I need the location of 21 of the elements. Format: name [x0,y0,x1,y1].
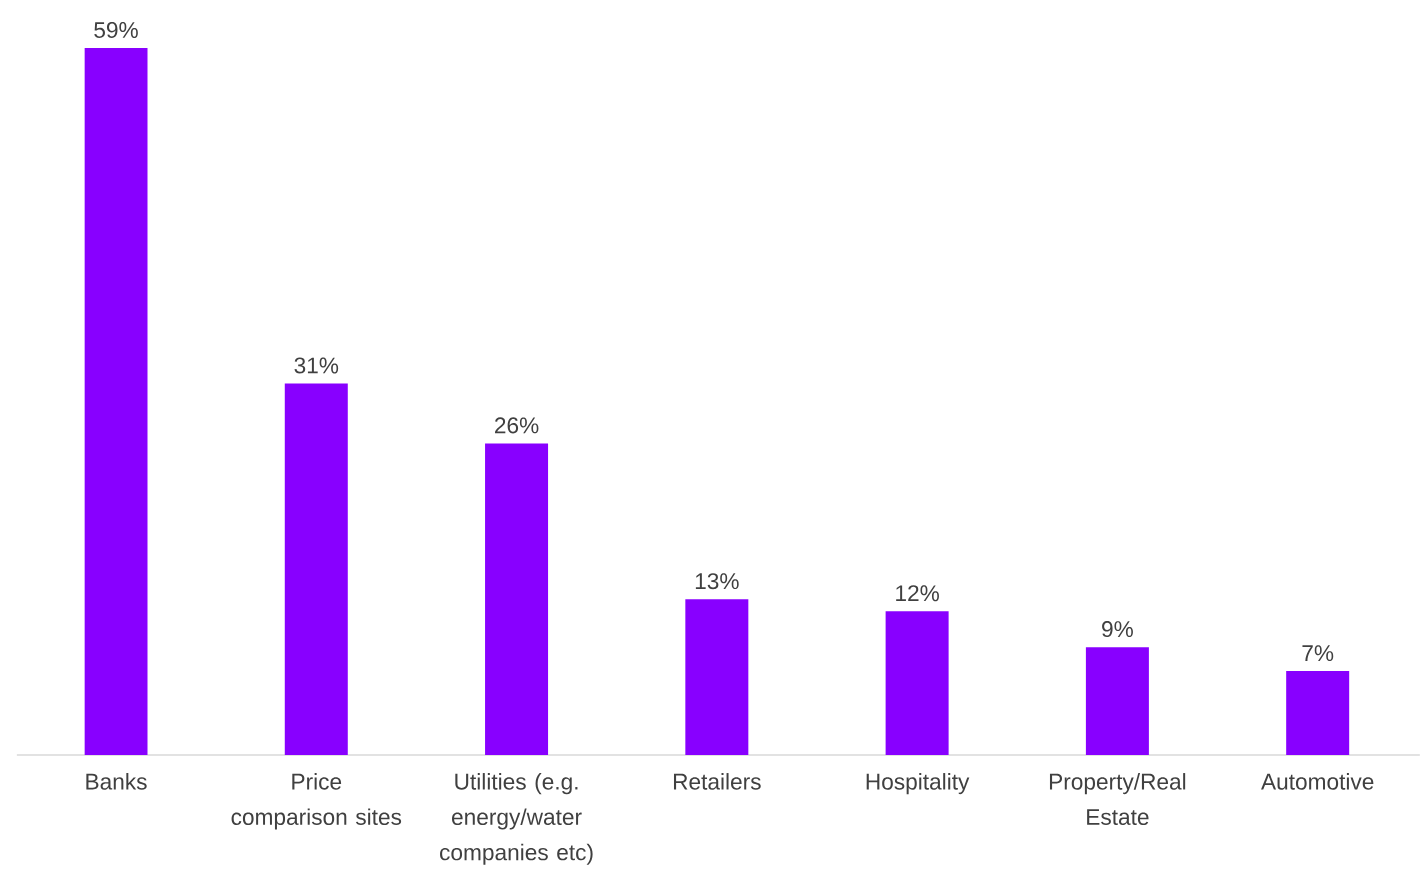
bar [84,48,148,755]
bar [1286,671,1350,755]
x-tick-label: Automotive [1261,773,1374,790]
x-tick-label: Price comparison sites [231,773,402,830]
x-tick-label: Property/Real Estate [1049,773,1186,826]
data-label: 7% [1302,645,1334,662]
data-label: 13% [695,573,739,590]
x-tick-label: Retailers [673,773,761,790]
bar [685,599,749,755]
data-label: 12% [896,585,939,602]
data-label: 26% [495,417,539,434]
data-label: 31% [294,357,339,374]
bar [1085,647,1149,755]
bar [284,383,348,755]
bar [485,443,549,755]
bar [885,611,949,755]
x-tick-label: Hospitality [866,773,970,795]
data-label: 59% [94,21,138,39]
x-tick-label: Banks [86,773,147,790]
data-label: 9% [1102,621,1133,638]
x-tick-label: Utilities (e.g. energy/water companies etc) [440,773,593,865]
